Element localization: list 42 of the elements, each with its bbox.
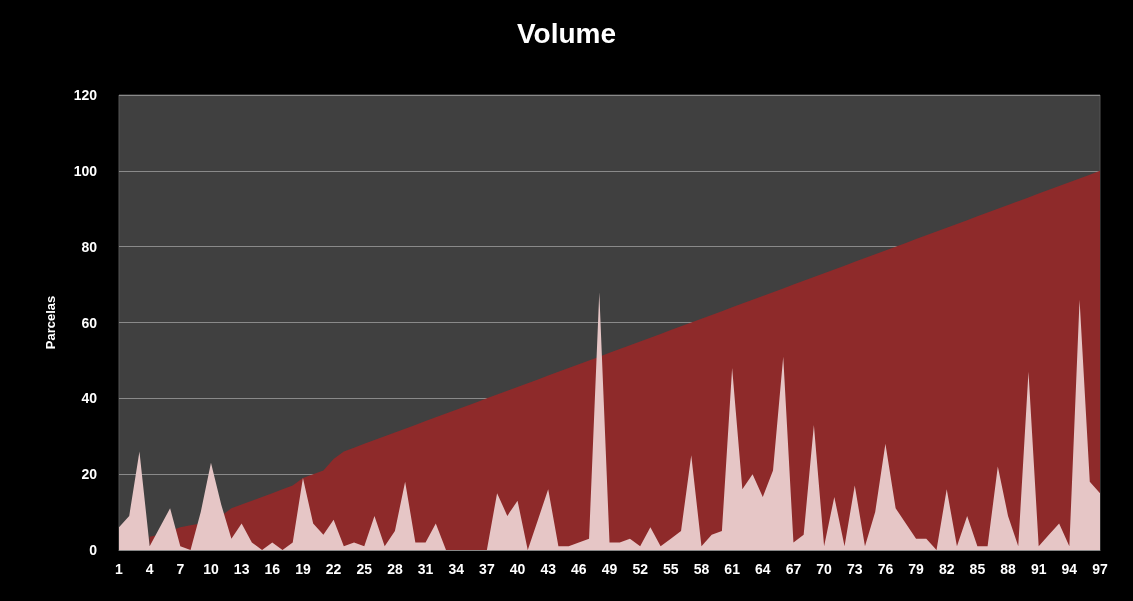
x-tick-label: 34 bbox=[448, 561, 465, 577]
x-tick-label: 85 bbox=[969, 561, 986, 577]
x-tick-label: 70 bbox=[816, 561, 833, 577]
x-tick-label: 43 bbox=[540, 561, 557, 577]
y-tick-label: 120 bbox=[73, 87, 98, 103]
x-tick-label: 1 bbox=[115, 561, 124, 577]
x-tick-label: 91 bbox=[1030, 561, 1047, 577]
x-tick-label: 40 bbox=[509, 561, 526, 577]
x-tick-label: 64 bbox=[754, 561, 771, 577]
y-tick-label: 100 bbox=[73, 162, 98, 179]
x-tick-label: 94 bbox=[1061, 561, 1078, 577]
x-tick-label: 58 bbox=[693, 561, 710, 577]
x-tick-label: 13 bbox=[233, 561, 250, 577]
x-tick-label: 16 bbox=[264, 561, 281, 577]
x-tick-label: 28 bbox=[387, 561, 403, 577]
x-tick-label: 10 bbox=[203, 561, 219, 577]
x-tick-label: 73 bbox=[846, 561, 863, 577]
y-tick-label: 0 bbox=[89, 542, 98, 558]
x-tick-label: 67 bbox=[785, 561, 802, 577]
y-axis-title: Parcelas bbox=[43, 295, 58, 350]
x-tick-label: 88 bbox=[1000, 561, 1017, 577]
y-tick-label: 40 bbox=[81, 390, 98, 407]
x-tick-label: 31 bbox=[417, 561, 434, 577]
x-tick-label: 82 bbox=[938, 561, 955, 577]
x-tick-label: 37 bbox=[479, 561, 495, 577]
x-tick-label: 7 bbox=[176, 561, 185, 577]
y-tick-label: 20 bbox=[81, 466, 98, 483]
y-tick-label: 80 bbox=[81, 238, 98, 255]
y-tick-label: 60 bbox=[81, 314, 98, 331]
x-tick-label: 49 bbox=[601, 561, 618, 577]
chart-title: Volume bbox=[516, 17, 617, 49]
x-tick-label: 46 bbox=[571, 561, 587, 577]
x-tick-label: 4 bbox=[145, 561, 154, 577]
x-tick-label: 97 bbox=[1092, 561, 1108, 577]
x-tick-label: 76 bbox=[877, 561, 894, 577]
x-tick-label: 19 bbox=[295, 561, 311, 577]
x-tick-label: 61 bbox=[724, 561, 741, 577]
x-tick-label: 79 bbox=[908, 561, 925, 577]
x-tick-label: 25 bbox=[356, 561, 373, 577]
x-tick-label: 22 bbox=[325, 561, 342, 577]
x-tick-label: 52 bbox=[632, 561, 649, 577]
x-tick-label: 55 bbox=[663, 561, 679, 577]
